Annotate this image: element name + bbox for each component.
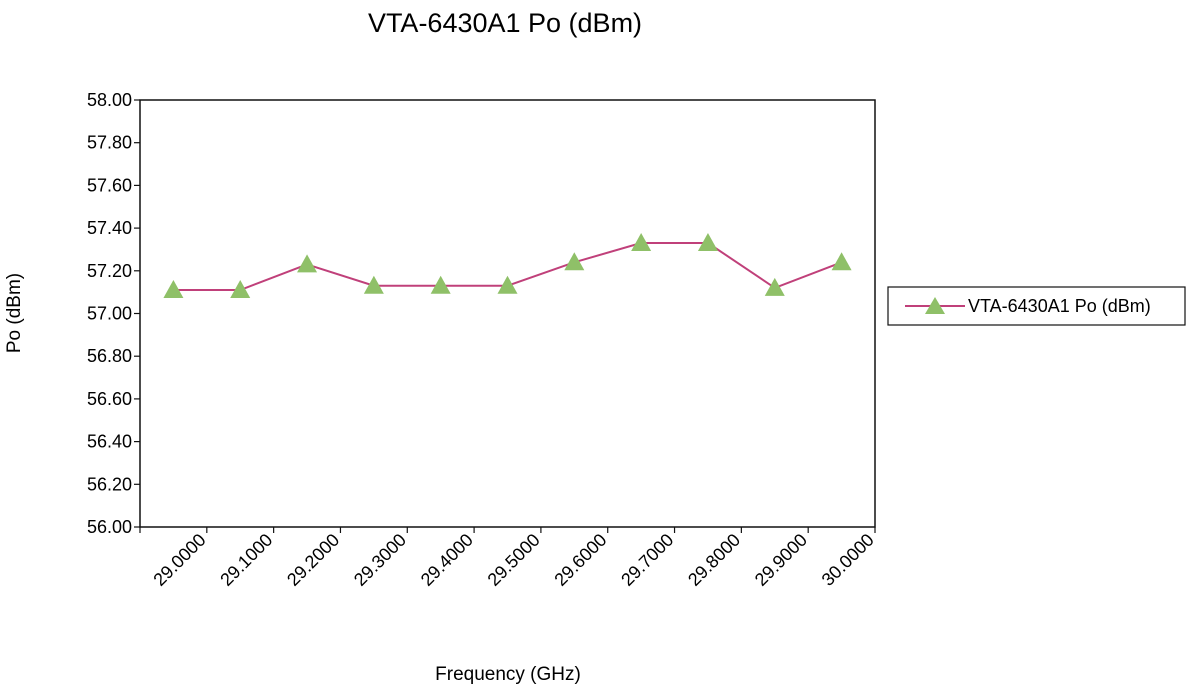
- y-tick-label: 58.00: [87, 90, 132, 110]
- y-tick-label: 56.60: [87, 389, 132, 409]
- y-tick-label: 57.00: [87, 304, 132, 324]
- data-point-marker: [163, 280, 184, 299]
- y-axis-label: Po (dBm): [4, 273, 25, 353]
- data-point-marker: [831, 252, 852, 271]
- y-axis: 56.00 56.20 56.40 56.60 56.80 57.00 57.20 57.40…: [87, 90, 140, 537]
- x-tick-label: 29.0000: [149, 530, 209, 590]
- y-tick-label: 57.60: [87, 175, 132, 195]
- x-tick-label: 29.2000: [283, 530, 343, 590]
- x-tick-label: 30.0000: [818, 530, 878, 590]
- data-point-marker: [297, 254, 318, 273]
- legend-label: VTA-6430A1 Po (dBm): [968, 296, 1151, 316]
- series-layer: [163, 233, 852, 299]
- y-tick-label: 56.40: [87, 432, 132, 452]
- x-tick-label: 29.6000: [550, 530, 610, 590]
- data-point-marker: [764, 277, 785, 296]
- x-tick-label: 29.3000: [350, 530, 410, 590]
- data-point-marker: [497, 275, 518, 294]
- legend-triangle-marker: [925, 297, 945, 314]
- x-tick-label: 29.1000: [216, 530, 276, 590]
- y-tick-label: 56.00: [87, 517, 132, 537]
- data-point-marker: [363, 275, 384, 294]
- x-tick-label: 29.4000: [417, 530, 477, 590]
- plot-frame: [139, 99, 876, 528]
- data-point-marker: [230, 280, 251, 299]
- y-tick-label: 57.40: [87, 218, 132, 238]
- data-point-marker: [697, 233, 718, 252]
- x-tick-label: 29.9000: [751, 530, 811, 590]
- y-tick-label: 57.80: [87, 133, 132, 153]
- chart-title: VTA-6430A1 Po (dBm): [368, 8, 642, 38]
- x-tick-label: 29.8000: [684, 530, 744, 590]
- data-point-marker: [564, 252, 585, 271]
- plot-area: 56.00 56.20 56.40 56.60 56.80 57.00 57.20 57.40…: [87, 90, 878, 590]
- y-tick-label: 56.20: [87, 474, 132, 494]
- data-point-marker: [631, 233, 652, 252]
- x-axis-label: Frequency (GHz): [435, 664, 581, 685]
- x-tick-label: 29.7000: [617, 530, 677, 590]
- data-point-marker: [430, 275, 451, 294]
- legend: VTA-6430A1 Po (dBm): [887, 286, 1186, 326]
- x-tick-label: 29.5000: [484, 530, 544, 590]
- x-axis: 29.0000 29.1000 29.2000 29.3000 29.4000 29.50…: [139, 527, 878, 590]
- y-tick-label: 57.20: [87, 261, 132, 281]
- y-tick-label: 56.80: [87, 346, 132, 366]
